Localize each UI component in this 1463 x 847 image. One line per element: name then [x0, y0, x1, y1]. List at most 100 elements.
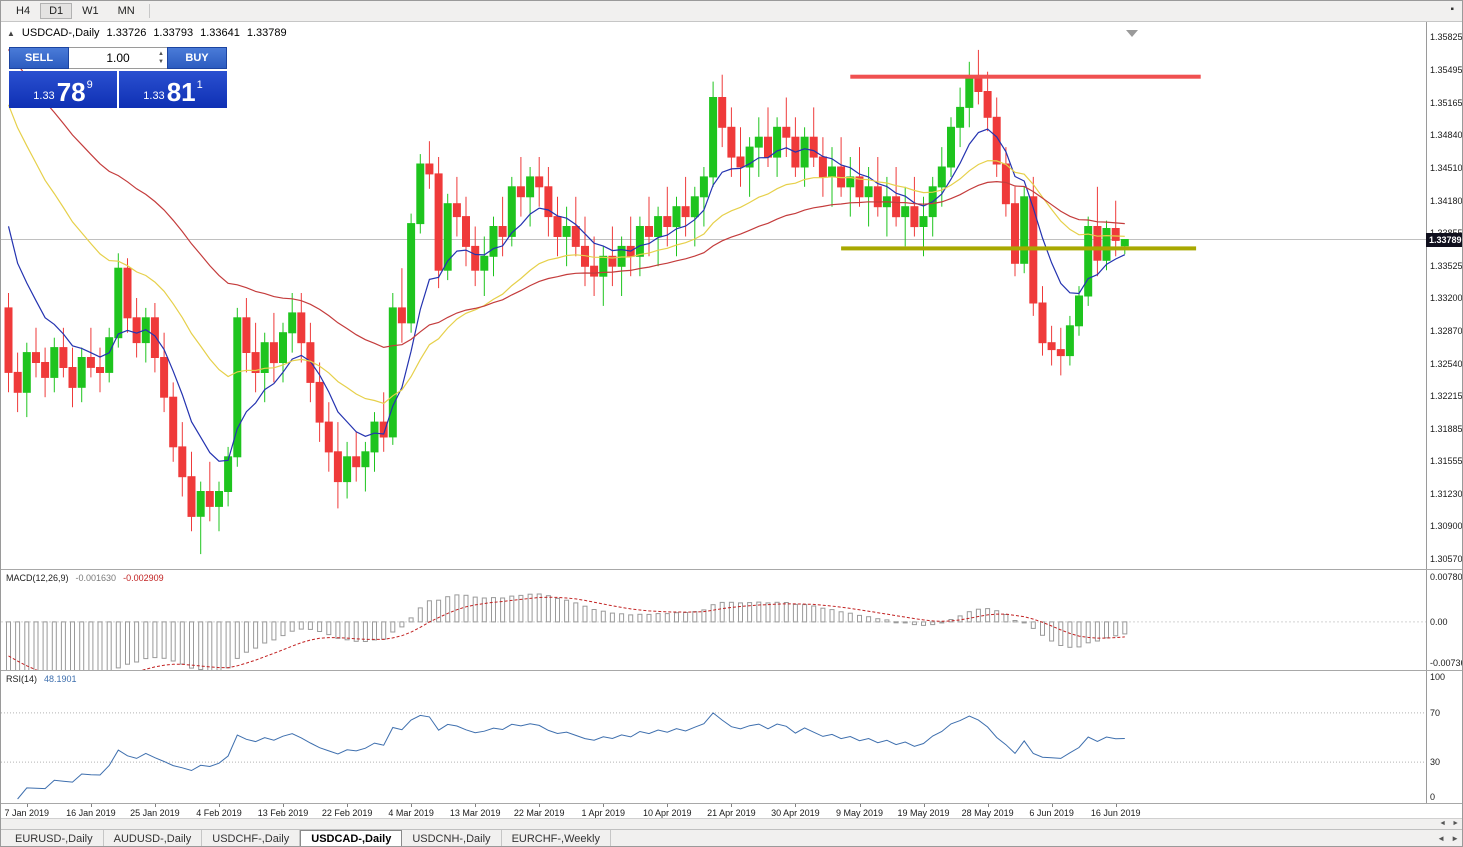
- date-axis-label: 19 May 2019: [897, 808, 950, 818]
- timeframe-button-mn[interactable]: MN: [117, 5, 135, 17]
- macd-panel: MACD(12,26,9) -0.001630 -0.002909 0.0078…: [1, 569, 1463, 671]
- rsi-axis-label: 70: [1430, 707, 1441, 718]
- date-tick: [731, 804, 733, 807]
- price-axis-label: 1.31885: [1430, 423, 1463, 434]
- price-axis[interactable]: 1.35825 1.35495 1.35165 1.34840 1.34510 1.341…: [1426, 22, 1463, 569]
- date-tick: [667, 804, 669, 807]
- macd-axis-min: -0.007362: [1430, 658, 1462, 668]
- one-click-trading-panel: SELL 1.00 ▲ ▼ BUY 1.33 78 9 1.33 81 1: [9, 47, 227, 108]
- date-tick: [1051, 804, 1053, 807]
- volume-spinner-icon[interactable]: ▲ ▼: [158, 51, 164, 65]
- scrollbar-right-icon[interactable]: ►: [1452, 820, 1459, 827]
- date-tick: [411, 804, 413, 807]
- date-tick: [923, 804, 925, 807]
- chart-tab-audusd[interactable]: AUDUSD-,Daily: [104, 830, 203, 846]
- rsi-axis-label: 0: [1430, 792, 1436, 802]
- tabs-scroll-right-icon[interactable]: ►: [1451, 834, 1459, 843]
- price-axis-label: 1.34510: [1430, 162, 1463, 173]
- sell-button[interactable]: SELL: [9, 47, 69, 69]
- date-axis-label: 25 Jan 2019: [130, 808, 180, 818]
- chart-tabs: EURUSD-,Daily AUDUSD-,Daily USDCHF-,Daily U…: [1, 830, 1462, 846]
- date-tick: [795, 804, 797, 807]
- date-tick: [347, 804, 349, 807]
- macd-axis-zero: 0.00: [1430, 616, 1448, 627]
- ohlc-open: 1.33726: [106, 27, 147, 39]
- rsi-axis: 100 70 30 0: [1426, 671, 1462, 803]
- chart-title: ▲ USDCAD-,Daily 1.33726 1.33793 1.33641 …: [7, 27, 287, 39]
- chart-tab-bar: EURUSD-,Daily AUDUSD-,Daily USDCHF-,Daily U…: [1, 829, 1462, 846]
- rsi-indicator-label: RSI(14) 48.1901: [6, 674, 77, 684]
- timeframe-button-h4[interactable]: H4: [16, 5, 31, 17]
- chart-tab-eurchf[interactable]: EURCHF-,Weekly: [502, 830, 611, 846]
- tabs-scroll-left-icon[interactable]: ◄: [1437, 834, 1446, 843]
- toolbar-corner-icon[interactable]: ▪: [1450, 4, 1454, 15]
- date-tick: [154, 804, 156, 807]
- ohlc-low: 1.33641: [200, 27, 240, 39]
- macd-signal-value: -0.002909: [123, 573, 164, 583]
- chart-tab-usdcad[interactable]: USDCAD-,Daily: [300, 830, 403, 846]
- collapse-arrow-icon[interactable]: ▲: [7, 28, 15, 38]
- price-axis-label: 1.32540: [1430, 358, 1463, 369]
- date-tick: [987, 804, 989, 807]
- date-axis-label: 16 Jan 2019: [66, 808, 116, 818]
- date-axis-label: 30 Apr 2019: [771, 808, 820, 818]
- rsi-name: RSI(14): [6, 674, 38, 684]
- date-axis-label: 13 Mar 2019: [449, 808, 501, 818]
- date-axis-label: 7 Jan 2019: [4, 808, 50, 818]
- toolbar-separator: [148, 4, 150, 18]
- chart-symbol: USDCAD-,Daily: [21, 27, 100, 39]
- date-axis-label: 13 Feb 2019: [257, 808, 309, 818]
- ask-quote[interactable]: 1.33 81 1: [119, 71, 227, 108]
- price-axis-label: 1.34840: [1430, 130, 1463, 141]
- macd-main-value: -0.001630: [75, 573, 117, 583]
- ohlc-close: 1.33789: [246, 27, 287, 39]
- macd-name: MACD(12,26,9): [6, 573, 69, 583]
- price-axis-label: 1.35165: [1430, 97, 1463, 108]
- chart-tab-usdchf[interactable]: USDCHF-,Daily: [202, 830, 301, 846]
- date-tick: [475, 804, 477, 807]
- date-tick: [1115, 804, 1117, 807]
- scrollbar-left-icon[interactable]: ◄: [1439, 820, 1447, 827]
- price-axis-label: 1.30900: [1430, 521, 1463, 532]
- price-axis-label: 1.31230: [1430, 488, 1463, 499]
- price-axis-label: 1.35495: [1430, 65, 1463, 76]
- rsi-panel: RSI(14) 48.1901 100 70 30 0: [1, 670, 1462, 803]
- volume-input[interactable]: 1.00 ▲ ▼: [69, 47, 167, 69]
- macd-axis-max: 0.007807: [1430, 572, 1463, 582]
- date-axis-label: 9 May 2019: [835, 808, 884, 818]
- ask-price-base: 1.33: [143, 90, 165, 102]
- price-axis-label: 1.34180: [1430, 195, 1463, 206]
- date-axis-label: 28 May 2019: [961, 808, 1014, 818]
- rsi-chart: [1, 712, 1426, 800]
- date-axis-label: 6 Jun 2019: [1029, 808, 1074, 818]
- price-axis-label: 1.33200: [1430, 292, 1463, 303]
- price-chart-panel: ▲ USDCAD-,Daily 1.33726 1.33793 1.33641 …: [1, 22, 1463, 569]
- ask-price-big: 81: [166, 77, 196, 107]
- bid-price-base: 1.33: [33, 90, 55, 102]
- date-tick: [26, 804, 28, 807]
- date-axis-label: 4 Feb 2019: [196, 808, 242, 818]
- current-price-badge: 1.33789: [1426, 232, 1462, 247]
- rsi-axis-label: 30: [1430, 757, 1441, 768]
- horizontal-scrollbar[interactable]: ◄ ►: [1, 818, 1462, 829]
- date-tick: [859, 804, 861, 807]
- timeframe-button-d1[interactable]: D1: [40, 3, 73, 19]
- buy-button[interactable]: BUY: [167, 47, 227, 69]
- rsi-value: 48.1901: [44, 674, 77, 684]
- timeframe-buttons: H4 D1 W1 MN: [7, 3, 144, 19]
- chart-tab-eurusd[interactable]: EURUSD-,Daily: [5, 830, 104, 846]
- candlestick-chart[interactable]: [1, 22, 1426, 569]
- bid-quote[interactable]: 1.33 78 9: [9, 71, 117, 108]
- timeframe-button-w1[interactable]: W1: [82, 5, 99, 17]
- date-axis-label: 1 Apr 2019: [581, 808, 626, 818]
- bid-price-pip: 9: [86, 79, 93, 91]
- price-axis-label: 1.33525: [1430, 260, 1463, 271]
- date-tick: [283, 804, 284, 807]
- macd-indicator-label: MACD(12,26,9) -0.001630 -0.002909: [6, 573, 164, 583]
- date-axis[interactable]: 7 Jan 2019 16 Jan 2019 25 Jan 2019 4 Feb 20…: [1, 803, 1462, 818]
- date-axis-label: 16 Jun 2019: [1090, 808, 1141, 818]
- chart-tab-usdcnh[interactable]: USDCNH-,Daily: [402, 830, 502, 846]
- ask-price-pip: 1: [196, 79, 203, 91]
- date-axis-label: 10 Apr 2019: [643, 808, 692, 818]
- volume-value: 1.00: [106, 51, 130, 65]
